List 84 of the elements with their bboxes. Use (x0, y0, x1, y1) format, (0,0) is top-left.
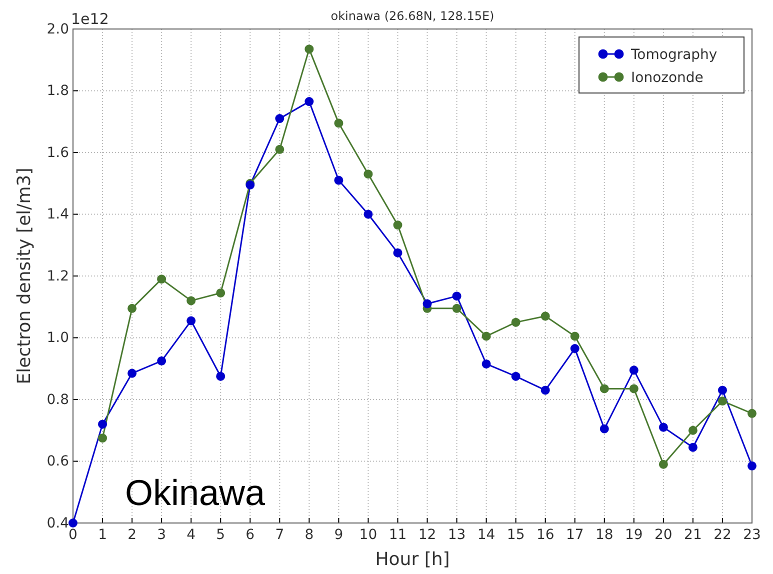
point (98, 434, 108, 443)
point (482, 359, 491, 368)
point (157, 356, 166, 366)
point (98, 420, 108, 429)
point (128, 368, 137, 378)
point (482, 332, 491, 341)
x-tick-label: 9 (334, 526, 344, 543)
point (629, 366, 638, 375)
x-tick-label: 14 (477, 526, 496, 543)
point (364, 210, 373, 219)
y-tick-label: 1.8 (46, 83, 69, 100)
x-tick-label: 5 (216, 526, 226, 543)
x-tick-label: 1 (98, 526, 107, 543)
point (216, 288, 226, 298)
point (128, 304, 137, 313)
point (658, 460, 668, 469)
legend-label: Ionozonde (631, 70, 704, 86)
x-tick-label: 21 (684, 526, 702, 543)
chart-title: okinawa (26.68N, 128.15E) (330, 9, 494, 23)
point (748, 408, 756, 418)
legend-label: Tomography (630, 47, 718, 63)
point (275, 114, 284, 124)
point (658, 422, 668, 432)
x-tick-label: 10 (359, 526, 378, 543)
x-tick-label: 22 (714, 526, 732, 543)
y-tick-label: 0.6 (46, 454, 70, 470)
x-tick-label: 0 (68, 526, 78, 543)
y-tick-label: 1.0 (46, 330, 69, 346)
x-tick-label: 16 (536, 526, 554, 543)
point (629, 384, 638, 394)
y-axis-title: Electron density [el/m3] (14, 168, 35, 384)
x-tick-label: 20 (654, 526, 672, 543)
point (748, 461, 756, 470)
point (688, 442, 698, 452)
point (718, 396, 727, 406)
y-tick-label: 1.2 (46, 268, 69, 284)
point (393, 220, 402, 230)
point (511, 318, 520, 327)
point (334, 118, 344, 128)
point (422, 299, 432, 308)
x-tick-label: 13 (448, 526, 466, 543)
point (452, 304, 462, 313)
point (452, 292, 462, 301)
x-tick-label: 8 (304, 526, 314, 543)
y-tick-label: 0.4 (46, 515, 70, 532)
point (186, 316, 196, 326)
x-tick-label: 15 (506, 526, 525, 543)
point (364, 170, 373, 179)
x-tick-label: 3 (157, 526, 166, 543)
y-tick-label: 2.0 (46, 21, 69, 38)
y-tick-label: 1.4 (46, 206, 70, 223)
point (334, 176, 344, 185)
x-tick-label: 11 (388, 526, 407, 543)
x-tick-label: 7 (275, 526, 284, 543)
point (216, 372, 226, 381)
point (688, 426, 698, 435)
point (304, 97, 314, 106)
point (68, 518, 78, 528)
point (540, 386, 550, 395)
x-tick-label: 4 (186, 526, 196, 543)
x-tick-label: 2 (128, 526, 137, 543)
point (393, 248, 402, 258)
x-tick-label: 6 (246, 526, 255, 543)
y-tick-label: 1.6 (46, 144, 70, 161)
x-tick-label: 17 (566, 526, 584, 543)
point (718, 386, 727, 395)
point (570, 332, 580, 341)
point (304, 44, 314, 54)
point (600, 384, 609, 394)
point (540, 312, 550, 321)
x-tick-label: 23 (743, 526, 761, 543)
text: 1e12 (71, 10, 109, 28)
x-axis-title: Hour [h] (375, 549, 450, 570)
point (186, 296, 196, 306)
point (157, 274, 166, 284)
y-tick-label: 0.8 (46, 392, 69, 408)
point (275, 144, 284, 154)
point (600, 424, 609, 434)
x-tick-label: 19 (625, 526, 643, 543)
x-tick-label: 12 (418, 526, 436, 543)
x-tick-label: 18 (595, 526, 614, 543)
point (570, 344, 580, 354)
point (511, 372, 520, 381)
annotation: Okinawa (125, 472, 266, 513)
